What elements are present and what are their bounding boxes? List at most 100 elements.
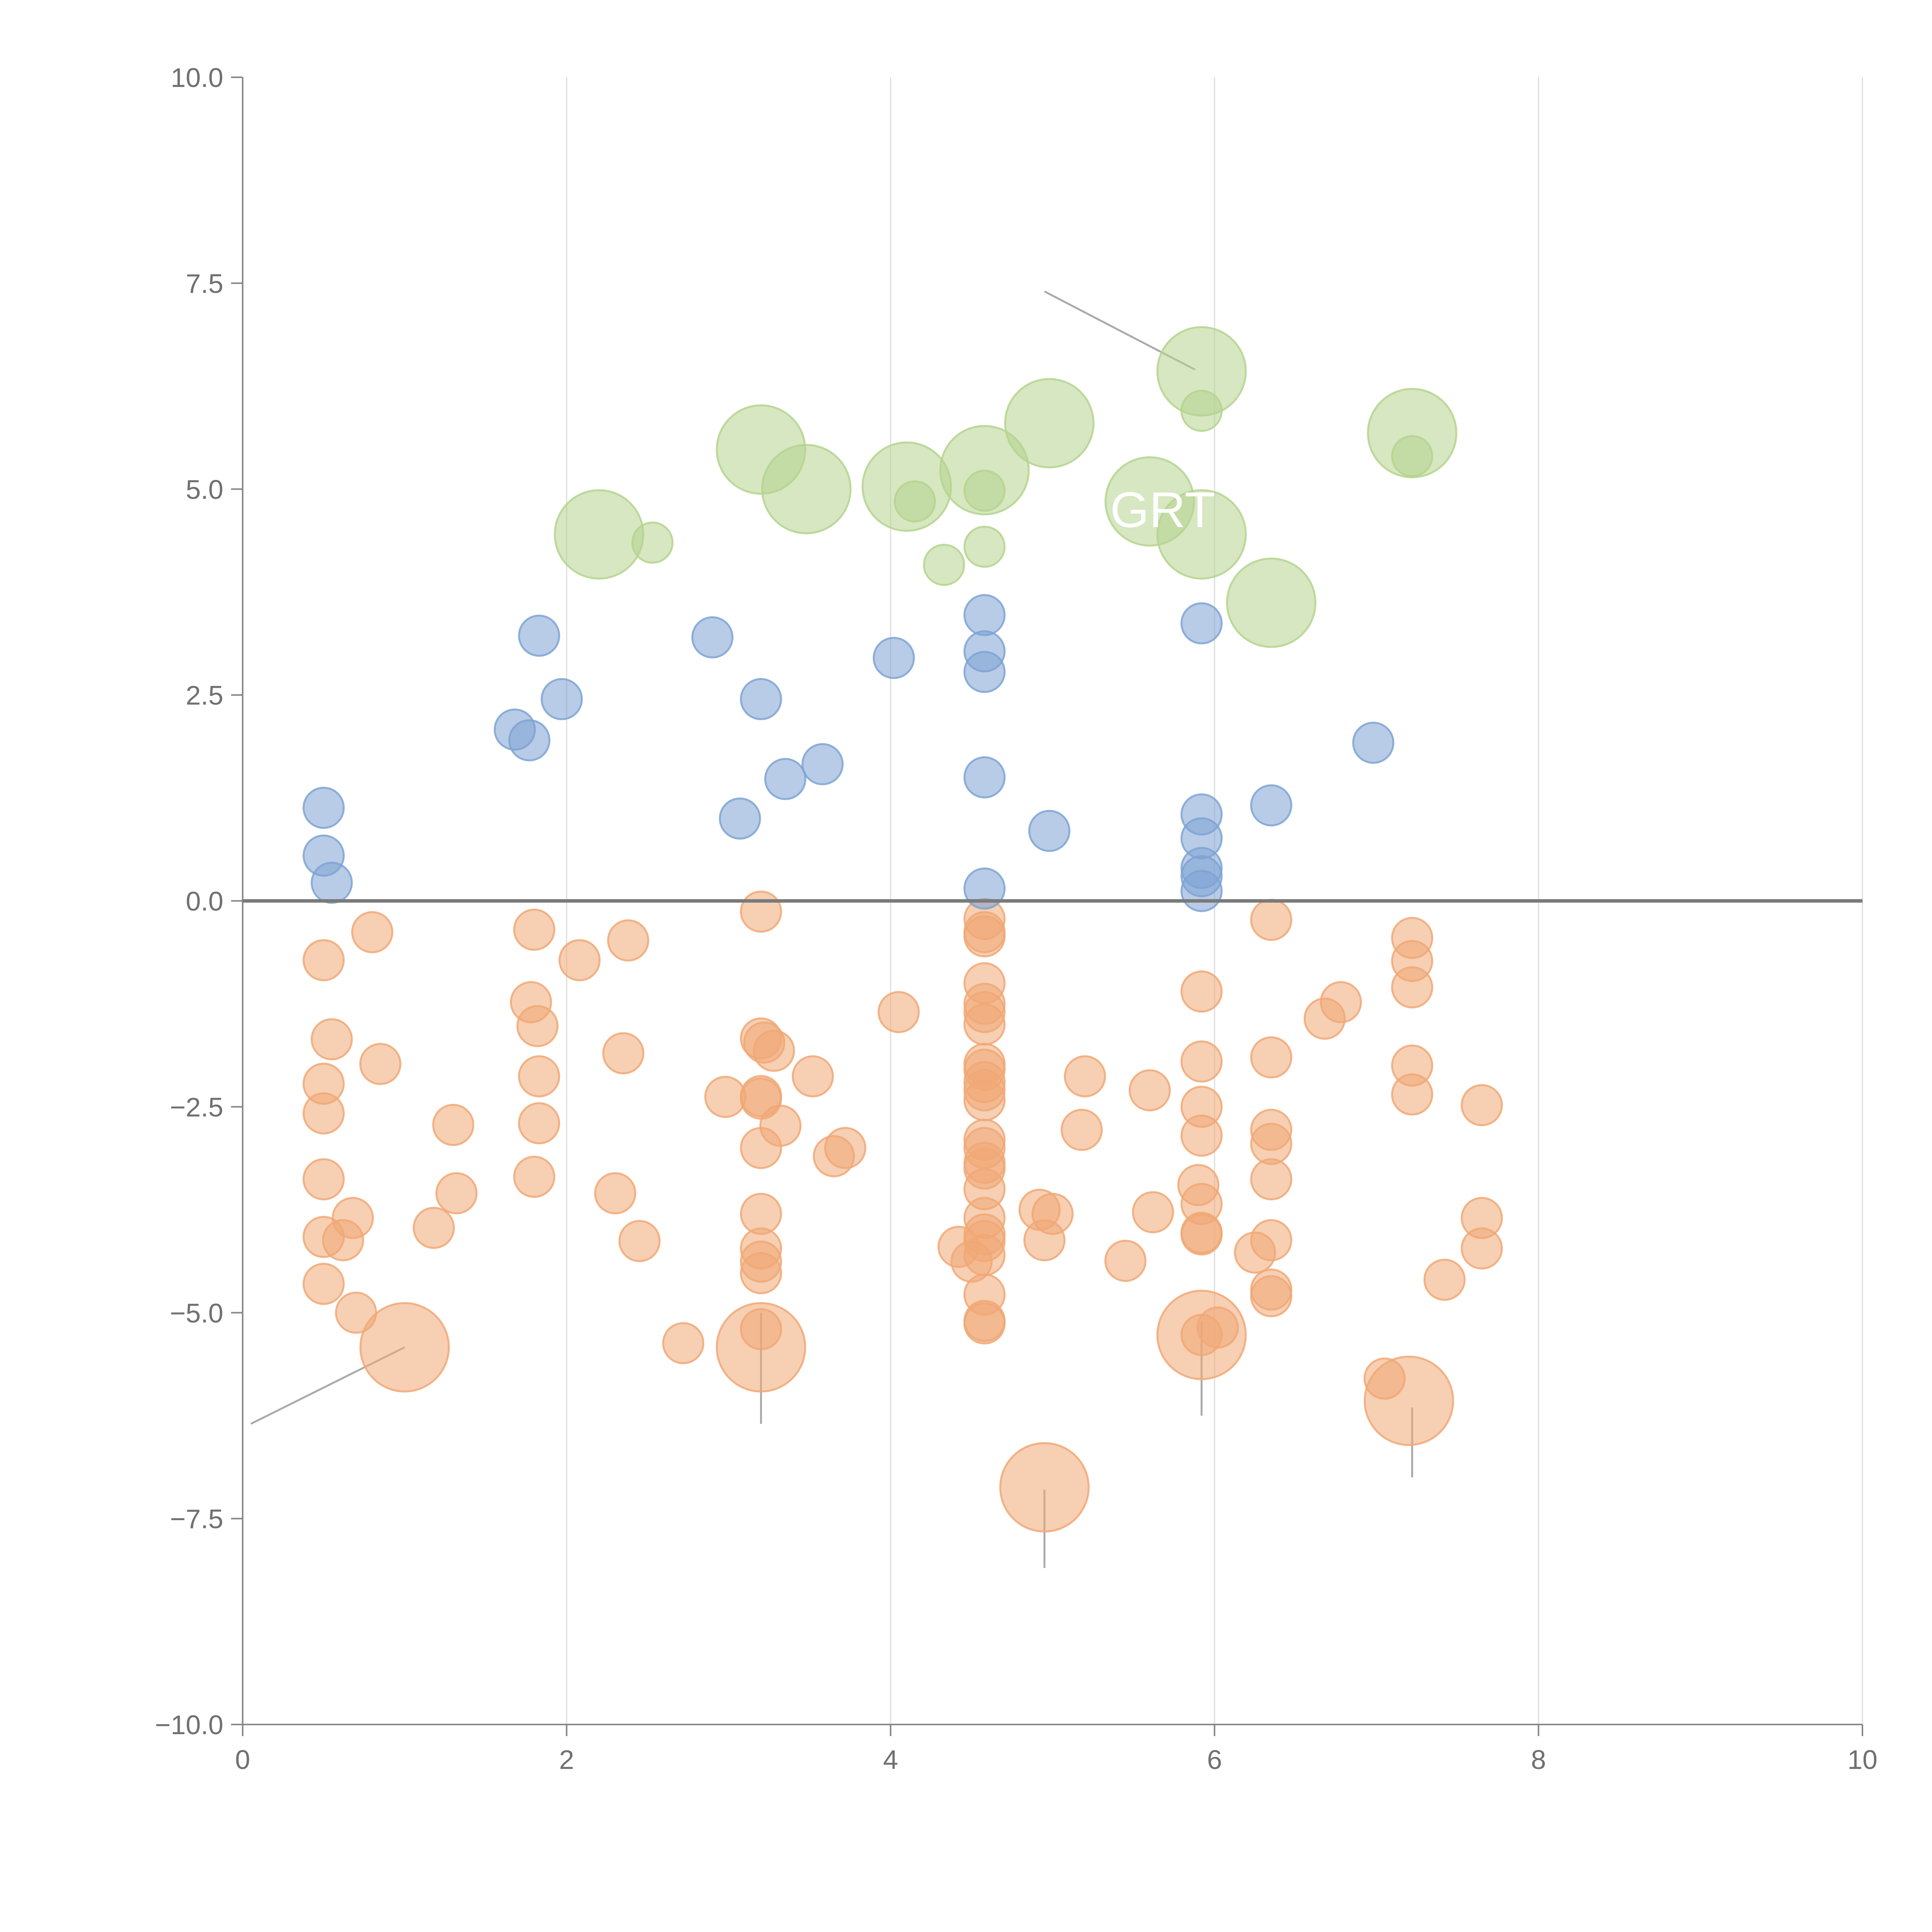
x-tick-label: 10 [1847, 1745, 1878, 1775]
data-point [1364, 1355, 1454, 1446]
data-point [1156, 1289, 1247, 1380]
data-point [594, 1172, 636, 1214]
data-point [1250, 1036, 1293, 1078]
data-point [1320, 981, 1362, 1024]
axes [231, 77, 1863, 1736]
data-point [1129, 1069, 1171, 1112]
data-point [1156, 489, 1247, 580]
x-tick-label: 4 [883, 1745, 898, 1775]
data-point [554, 489, 645, 580]
y-tick-label: −2.5 [170, 1092, 223, 1122]
data-point [516, 1005, 559, 1047]
data-point [704, 1076, 747, 1118]
data-point [1250, 1158, 1293, 1201]
data-point [740, 1252, 782, 1294]
data-point [1250, 784, 1293, 827]
data-point [1004, 378, 1095, 469]
data-point [963, 915, 1006, 957]
x-tick-label: 2 [559, 1745, 574, 1775]
data-point [662, 1322, 704, 1364]
data-point [824, 1127, 866, 1169]
data-point [1180, 602, 1223, 645]
data-point [432, 1104, 474, 1146]
data-point [311, 862, 353, 904]
data-point [413, 1207, 455, 1249]
data-point [878, 991, 920, 1033]
y-tick-label: −10.0 [155, 1710, 223, 1740]
data-points [303, 326, 1503, 1533]
annotation-label: GRT [1110, 481, 1215, 538]
data-point [1023, 1219, 1066, 1262]
x-tick-label: 6 [1207, 1745, 1222, 1775]
y-tick-label: −7.5 [170, 1504, 223, 1534]
annotations: GRT [1110, 481, 1215, 538]
data-point [1028, 810, 1071, 852]
data-point [963, 1234, 1006, 1276]
data-point [963, 867, 1006, 910]
data-point [923, 544, 965, 586]
data-point [359, 1043, 401, 1085]
y-tick-label: 5.0 [186, 474, 223, 505]
data-point [753, 1029, 795, 1072]
data-point [518, 614, 560, 657]
data-point [1180, 1040, 1223, 1083]
data-point [508, 719, 551, 762]
data-point [894, 480, 936, 523]
data-point [359, 1302, 450, 1393]
data-point [1132, 1191, 1174, 1233]
y-tick-label: 7.5 [186, 269, 223, 299]
data-point [963, 594, 1006, 636]
data-point [963, 526, 1006, 568]
data-point [518, 1055, 560, 1098]
data-point [963, 1003, 1006, 1046]
data-point [1250, 899, 1293, 941]
data-point [1064, 1055, 1106, 1098]
data-point [963, 1302, 1006, 1345]
data-point [303, 1263, 345, 1305]
data-point [716, 1302, 806, 1393]
data-point [1391, 966, 1434, 1009]
data-point [963, 651, 1006, 693]
data-point [311, 1018, 353, 1061]
data-point [1461, 1227, 1503, 1270]
data-point [801, 743, 844, 786]
data-point [1352, 721, 1395, 764]
data-point [1226, 557, 1316, 648]
y-tick-label: 10.0 [171, 63, 223, 93]
data-point [303, 1158, 345, 1201]
x-tick-label: 8 [1531, 1745, 1546, 1775]
data-point [963, 756, 1006, 799]
data-point [541, 678, 583, 720]
data-point [303, 939, 345, 981]
data-point [999, 1442, 1090, 1533]
data-point [1423, 1259, 1466, 1301]
data-point [518, 1102, 560, 1145]
data-point [1250, 1275, 1293, 1318]
data-point [1391, 1073, 1434, 1116]
data-point [303, 1092, 345, 1134]
data-point [303, 787, 345, 829]
data-point [1180, 1114, 1223, 1157]
tick-labels: 0 2 4 6 8 10 −10.0 −7.5 −5.0 −2.5 0.0 2.5 5.0 7.5 10.0 [155, 63, 1878, 1775]
data-point [513, 908, 556, 951]
data-point [764, 758, 806, 800]
x-tick-label: 0 [235, 1745, 250, 1775]
data-point [740, 890, 782, 933]
data-point [719, 797, 761, 840]
data-point [1180, 970, 1223, 1013]
data-point [1391, 435, 1434, 477]
data-point [1461, 1084, 1503, 1126]
data-point [761, 444, 852, 534]
data-point [435, 1172, 478, 1214]
data-point [1250, 1122, 1293, 1165]
y-tick-label: −5.0 [170, 1298, 223, 1328]
data-point [351, 911, 393, 953]
data-point [1180, 389, 1223, 432]
data-point [1180, 870, 1223, 912]
data-point [1104, 1240, 1147, 1282]
data-point [513, 1156, 556, 1198]
data-point [618, 1220, 661, 1262]
data-point [631, 521, 674, 564]
data-point [740, 678, 782, 720]
